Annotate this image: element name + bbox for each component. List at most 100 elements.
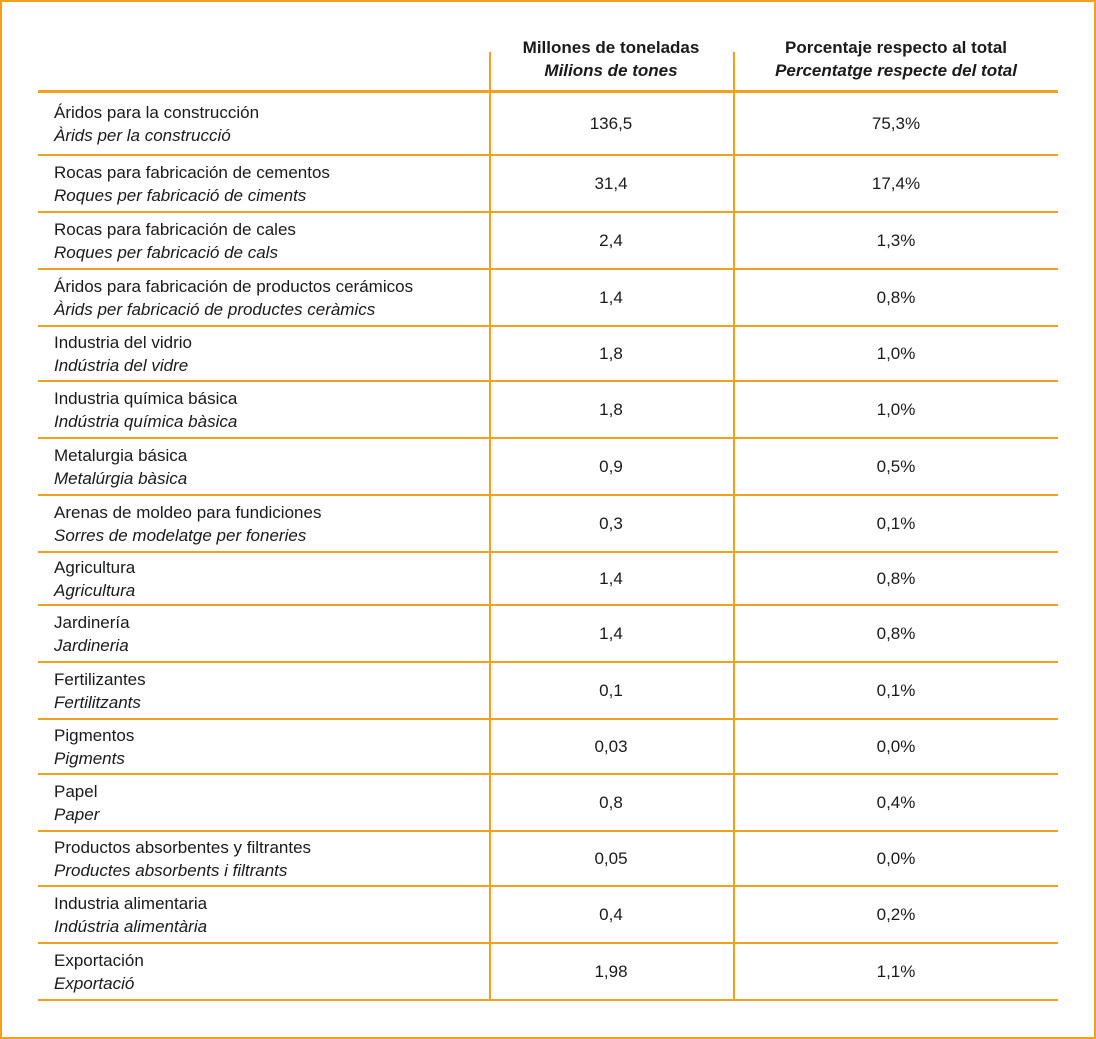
row-tonnes: 1,8 [599,343,623,363]
row-tonnes: 0,8 [599,792,623,812]
row-tonnes: 1,4 [599,623,623,643]
row-label-ca: Jardineria [54,635,129,655]
row-label-es: Áridos para fabricación de productos cer… [54,276,414,296]
row-label-ca: Sorres de modelatge per foneries [54,525,307,545]
row-percent: 17,4% [871,173,921,193]
row-label-es: Papel [54,781,98,801]
table-row: Pigmentos Pigments 0,03 0,0% [38,720,1058,775]
row-tonnes: 0,4 [599,904,623,924]
row-label: Papel Paper [54,780,99,826]
row-tonnes: 2,4 [599,230,623,250]
table-row: Industria química básica Indústria químic… [38,382,1058,439]
row-label-ca: Exportació [54,973,135,993]
table-row: Exportación Exportació 1,98 1,1% [38,944,1058,1001]
row-label-ca: Roques per fabricació de ciments [54,185,307,205]
row-label-es: Industria química básica [54,388,238,408]
row-percent: 0,0% [876,736,916,756]
row-label-ca: Roques per fabricació de cals [54,242,278,262]
table-row: Papel Paper 0,8 0,4% [38,775,1058,832]
row-label-es: Jardinería [54,612,130,632]
row-label-ca: Metalúrgia bàsica [54,468,188,488]
row-label-es: Fertilizantes [54,669,146,689]
row-label-es: Metalurgia básica [54,445,188,465]
row-percent: 0,5% [876,456,916,476]
row-label: Industria del vidrio Indústria del vidre [54,331,192,377]
row-label: Fertilizantes Fertilitzants [54,668,146,714]
row-label-es: Rocas para fabricación de cementos [54,162,330,182]
row-label-ca: Paper [54,804,100,824]
row-label: Jardinería Jardineria [54,611,130,657]
column-divider-2 [733,52,735,1001]
row-label: Áridos para fabricación de productos cer… [54,275,413,321]
row-label: Pigmentos Pigments [54,724,134,770]
row-tonnes: 0,05 [594,848,628,868]
row-percent: 0,8% [876,568,916,588]
row-label: Áridos para la construcción Àrids per la … [54,101,259,147]
header-tonnes-ca: Milions de tones [544,61,678,80]
row-label: Arenas de moldeo para fundiciones Sorres … [54,501,321,547]
table-row: Industria del vidrio Indústria del vidre 1… [38,327,1058,382]
row-label: Productos absorbentes y filtrantes Produc… [54,836,311,882]
row-tonnes: 1,4 [599,287,623,307]
header-percent-ca: Percentatge respecte del total [775,61,1017,80]
row-label-es: Agricultura [54,557,136,577]
row-percent: 0,1% [876,680,916,700]
row-percent: 1,0% [876,343,916,363]
row-label: Rocas para fabricación de cementos Roques… [54,161,330,207]
header-percent: Porcentaje respecto al total Percentatge… [734,36,1058,82]
row-tonnes: 0,9 [599,456,623,476]
row-percent: 0,8% [876,623,916,643]
row-tonnes: 1,8 [599,399,623,419]
table-row: Industria alimentaria Indústria alimentàr… [38,887,1058,944]
row-label-es: Exportación [54,950,144,970]
table-row: Fertilizantes Fertilitzants 0,1 0,1% [38,663,1058,720]
row-tonnes: 0,03 [594,736,628,756]
row-tonnes: 1,4 [599,568,623,588]
table-body: Áridos para la construcción Àrids per la … [38,93,1058,1001]
header-tonnes-es: Millones de toneladas [522,38,700,57]
row-label-ca: Indústria del vidre [54,355,189,375]
row-percent: 0,2% [876,904,916,924]
row-label: Metalurgia básica Metalúrgia bàsica [54,444,187,490]
row-tonnes: 0,3 [599,513,623,533]
row-tonnes: 1,98 [594,961,628,981]
row-tonnes: 31,4 [594,173,628,193]
table-row: Arenas de moldeo para fundiciones Sorres … [38,496,1058,553]
row-tonnes: 0,1 [599,680,623,700]
row-percent: 0,0% [876,848,916,868]
table-row: Jardinería Jardineria 1,4 0,8% [38,606,1058,663]
row-label: Rocas para fabricación de cales Roques pe… [54,218,296,264]
row-label-es: Pigmentos [54,725,135,745]
row-label-ca: Agricultura [54,580,136,600]
column-divider-1 [489,52,491,1001]
row-label: Industria alimentaria Indústria alimentàr… [54,892,207,938]
row-percent: 0,1% [876,513,916,533]
row-percent: 1,1% [876,961,916,981]
table-row: Rocas para fabricación de cementos Roques… [38,156,1058,213]
table-row: Productos absorbentes y filtrantes Produc… [38,832,1058,887]
uses-table: Millones de toneladas Milions de tones P… [38,0,1058,1001]
row-percent: 1,3% [876,230,916,250]
row-percent: 0,8% [876,287,916,307]
row-label-ca: Àrids per fabricació de productes ceràmi… [54,299,376,319]
row-label-es: Rocas para fabricación de cales [54,219,296,239]
header-tonnes: Millones de toneladas Milions de tones [489,36,733,82]
row-label-es: Industria del vidrio [54,332,192,352]
row-percent: 75,3% [871,113,921,133]
row-label-es: Arenas de moldeo para fundiciones [54,502,322,522]
row-tonnes: 136,5 [589,113,633,133]
row-label-ca: Àrids per la construcció [54,125,231,145]
row-label-es: Áridos para la construcción [54,102,260,122]
table-header: Millones de toneladas Milions de tones P… [38,0,1058,93]
table-row: Metalurgia básica Metalúrgia bàsica 0,9 0,5… [38,439,1058,496]
table-row: Agricultura Agricultura 1,4 0,8% [38,553,1058,606]
row-label-ca: Indústria alimentària [54,916,208,936]
row-label-es: Industria alimentaria [54,893,208,913]
row-label-ca: Fertilitzants [54,692,141,712]
header-percent-es: Porcentaje respecto al total [784,38,1008,57]
row-label-ca: Pigments [54,748,125,768]
row-label-ca: Productes absorbents i filtrants [54,860,288,880]
table-row: Rocas para fabricación de cales Roques pe… [38,213,1058,270]
row-label: Industria química básica Indústria químic… [54,387,237,433]
